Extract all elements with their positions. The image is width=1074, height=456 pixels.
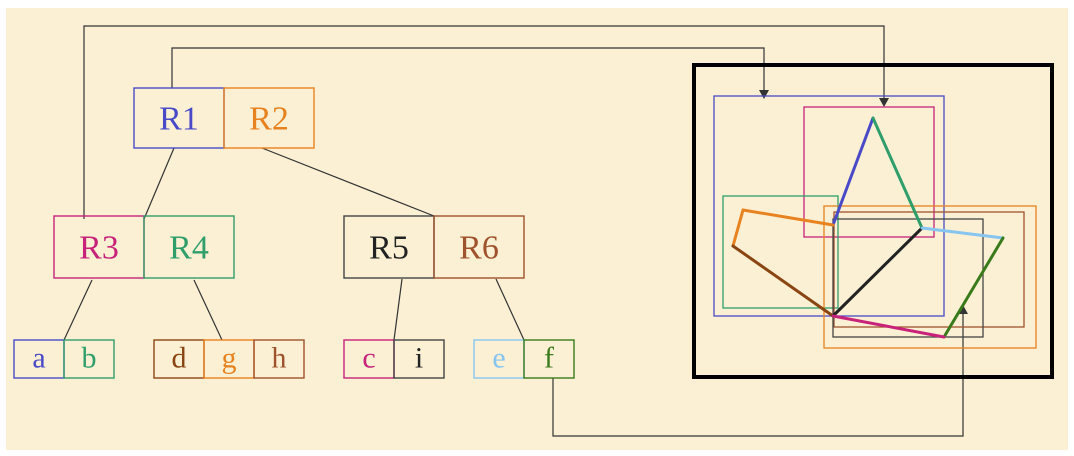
- segment-g: [741, 208, 835, 227]
- leaf-node-d-g-h: d g h: [153, 339, 305, 379]
- bounding-rectangles: [713, 95, 1037, 349]
- leaf-label-h: h: [272, 342, 287, 375]
- segment-b: [871, 116, 924, 230]
- edge-r6-leaves: [495, 278, 525, 341]
- segment-a: [831, 116, 875, 227]
- mbr-r2: [823, 205, 1037, 349]
- edge-r3-leaves: [63, 279, 93, 341]
- connector-f-to-region: [552, 310, 964, 437]
- segment-c: [831, 314, 946, 339]
- segment-i: [831, 226, 924, 318]
- leaf-label-c: c: [362, 342, 375, 375]
- node-box-r4: [143, 215, 235, 279]
- node-box-r2: [223, 87, 315, 149]
- edge-r5-leaves: [393, 278, 403, 341]
- edge-r1-r3: [143, 147, 175, 220]
- mbr-r3: [803, 106, 935, 238]
- leaf-label-g: g: [222, 342, 237, 375]
- connector-arrowheads: [759, 90, 968, 314]
- spatial-segments: [731, 116, 1005, 339]
- segment-f: [942, 236, 1005, 339]
- tree-node-r5-r6: R5 R6: [343, 215, 525, 279]
- leaf-label-a: a: [32, 342, 45, 375]
- rtree-diagram: R1 R2 R3 R4 R5 R6 a b d g h c i: [13, 25, 1054, 437]
- leaf-label-f: f: [544, 342, 554, 375]
- node-label-r4: R4: [169, 230, 209, 267]
- segment-h: [731, 244, 835, 318]
- node-label-r3: R3: [79, 230, 119, 267]
- node-label-r5: R5: [369, 230, 409, 267]
- edge-r4-leaves: [193, 279, 223, 341]
- arrowhead-r3: [879, 98, 889, 107]
- arrowhead-r1: [759, 90, 769, 99]
- leaf-label-e: e: [492, 342, 505, 375]
- leaf-box-f: [523, 339, 575, 379]
- diagram-canvas: R1 R2 R3 R4 R5 R6 a b d g h c i: [6, 8, 1068, 450]
- tree-edges: [63, 147, 525, 341]
- leaf-box-h: [253, 339, 305, 379]
- leaf-node-e-f: e f: [473, 339, 575, 379]
- mbr-r6: [833, 211, 1025, 328]
- leaf-node-c-i: c i: [343, 339, 445, 379]
- connector-r1-to-region: [171, 47, 765, 95]
- segment-e: [920, 226, 1005, 240]
- node-box-r6: [433, 215, 525, 279]
- node-label-r1: R1: [159, 101, 199, 138]
- region-frame: [692, 63, 1054, 379]
- mbr-r4: [722, 195, 839, 309]
- node-label-r2: R2: [249, 101, 289, 138]
- leaf-label-d: d: [172, 342, 187, 375]
- spatial-region-panel: [692, 63, 1054, 379]
- tree-node-r3-r4: R3 R4: [53, 215, 235, 279]
- leaf-box-i: [393, 339, 445, 379]
- leaf-label-i: i: [415, 342, 423, 375]
- mbr-r5: [832, 218, 984, 338]
- leaf-label-b: b: [82, 342, 97, 375]
- edge-r2-r5: [261, 147, 435, 217]
- tree-node-root: R1 R2: [133, 87, 315, 149]
- leaf-node-a-b: a b: [13, 339, 115, 379]
- node-label-r6: R6: [459, 230, 499, 267]
- leaf-box-b: [63, 339, 115, 379]
- segment-d: [731, 208, 745, 248]
